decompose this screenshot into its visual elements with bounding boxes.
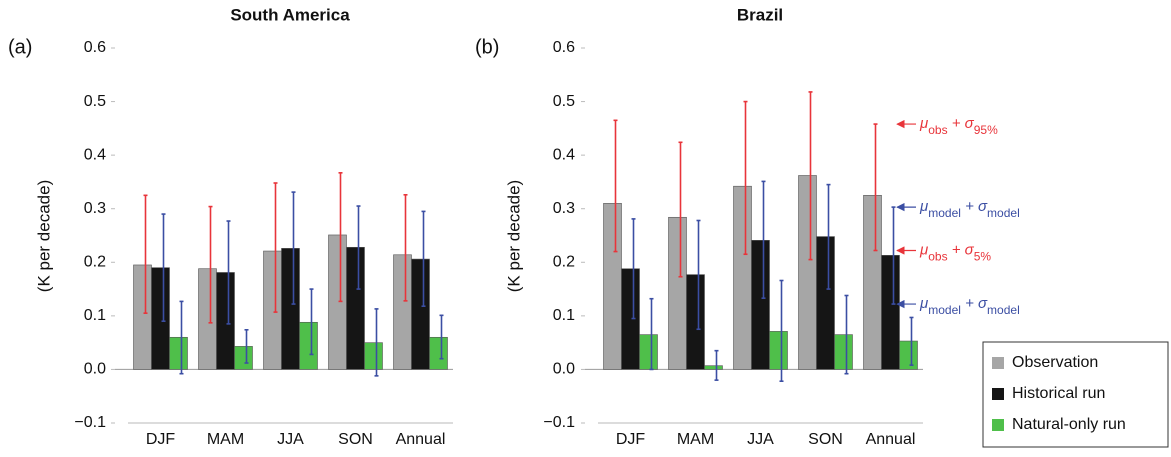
y-tick-label: 0.1 (84, 307, 106, 324)
annotation: μobs + σ95% (919, 115, 998, 137)
y-tick-label: −0.1 (543, 414, 575, 431)
y-tick-label: 0.2 (553, 254, 575, 271)
y-axis-label: (K per decade) (34, 180, 53, 292)
y-tick-label: −0.1 (74, 414, 106, 431)
bar (216, 272, 235, 370)
bar (364, 342, 383, 370)
bar (751, 240, 770, 370)
y-tick-label: 0.5 (553, 93, 575, 110)
bar (668, 216, 687, 370)
x-tick-label: Annual (396, 431, 446, 448)
bar (169, 336, 188, 370)
legend-box (982, 341, 1169, 448)
legend-label: Observation (1012, 354, 1098, 371)
bar (863, 195, 882, 370)
y-tick-label: 0.6 (553, 39, 575, 56)
chart-title: Brazil (737, 5, 783, 24)
y-tick-label: 0.3 (553, 200, 575, 217)
bar (198, 268, 217, 370)
annotation-part: 5% (974, 250, 992, 264)
x-tick-label: DJF (146, 431, 176, 448)
bar (621, 268, 640, 370)
annotation: μobs + σ5% (919, 241, 991, 263)
y-tick-label: 0.6 (84, 39, 106, 56)
annotation-part: 95% (974, 123, 998, 137)
annotation-part: obs (928, 123, 947, 137)
x-tick-label: MAM (207, 431, 244, 448)
y-axis-label: (K per decade) (504, 180, 523, 292)
annotation-part: model (987, 206, 1020, 220)
annotation-part: model (928, 206, 961, 220)
y-tick-label: 0.5 (84, 93, 106, 110)
annotation-part: model (928, 303, 961, 317)
annotation-part: model (987, 303, 1020, 317)
bar (328, 234, 347, 370)
bar (899, 340, 918, 370)
y-tick-label: 0.1 (553, 307, 575, 324)
bar (881, 255, 900, 370)
bar (769, 331, 788, 370)
bar (798, 175, 817, 370)
y-tick-label: 0.4 (553, 146, 575, 163)
bar (411, 258, 430, 370)
bar (639, 334, 658, 370)
annotation-part: μ (919, 115, 928, 132)
bar (151, 267, 170, 370)
bar (686, 274, 705, 370)
annotation-part: obs (928, 250, 947, 264)
x-tick-label: MAM (677, 431, 714, 448)
x-tick-label: JJA (747, 431, 774, 448)
x-tick-label: JJA (277, 431, 304, 448)
bar (393, 254, 412, 370)
panel-label: (b) (475, 36, 499, 58)
annotation-part: μ (919, 198, 928, 215)
bar (834, 334, 853, 370)
chart-title: South America (230, 5, 350, 24)
bar (603, 203, 622, 370)
annotation: μmodel + σmodel (919, 198, 1020, 220)
bar (346, 246, 365, 370)
legend-label: Historical run (1012, 385, 1105, 402)
x-tick-label: SON (808, 431, 843, 448)
annotation-part: + σ (961, 198, 988, 215)
y-tick-label: 0.0 (84, 361, 106, 378)
x-tick-label: SON (338, 431, 373, 448)
y-tick-label: 0.0 (553, 361, 575, 378)
bar (299, 321, 318, 370)
y-tick-label: 0.4 (84, 146, 106, 163)
legend-label: Natural-only run (1012, 416, 1126, 433)
annotation-part: + σ (948, 241, 975, 258)
y-tick-label: 0.2 (84, 254, 106, 271)
bar (704, 365, 723, 370)
annotation-part: μ (919, 295, 928, 312)
annotation-part: + σ (948, 115, 975, 132)
panel-label: (a) (8, 36, 32, 58)
bar (281, 248, 300, 370)
bar (816, 236, 835, 370)
y-tick-label: 0.3 (84, 200, 106, 217)
annotation: μmodel + σmodel (919, 295, 1020, 317)
bar (733, 185, 752, 370)
bar (234, 346, 253, 370)
bar (429, 336, 448, 370)
annotation-part: + σ (961, 295, 988, 312)
legend-swatch (992, 357, 1004, 369)
legend-swatch (992, 388, 1004, 400)
annotation-part: μ (919, 241, 928, 258)
x-tick-label: DJF (616, 431, 646, 448)
bar (263, 250, 282, 370)
x-tick-label: Annual (866, 431, 916, 448)
bar (133, 264, 152, 370)
legend-swatch (992, 419, 1004, 431)
